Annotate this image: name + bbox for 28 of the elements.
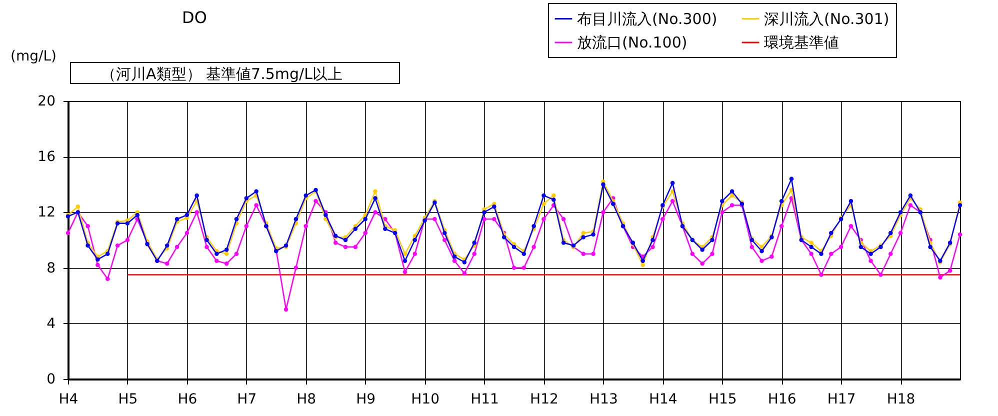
x-tick-label: H15 bbox=[708, 392, 737, 408]
legend-label: 布目川流入(No.300) bbox=[577, 10, 718, 28]
chart-title: DO bbox=[182, 8, 207, 27]
y-tick-label: 4 bbox=[46, 316, 56, 332]
y-tick-label: 12 bbox=[38, 204, 56, 221]
x-tick-label: H16 bbox=[768, 392, 796, 408]
x-tick-label: H10 bbox=[411, 392, 440, 408]
x-tick-label: H11 bbox=[470, 392, 499, 408]
x-tick-label: H17 bbox=[827, 392, 856, 408]
x-tick-label: H6 bbox=[178, 392, 198, 408]
y-tick-label: 0 bbox=[46, 372, 56, 388]
legend-label: 環境基準値 bbox=[764, 34, 839, 52]
y-axis-title: (mg/L) bbox=[10, 48, 56, 64]
x-tick-label: H12 bbox=[530, 392, 558, 408]
x-tick-label: H7 bbox=[237, 392, 257, 408]
x-tick-label: H13 bbox=[590, 392, 618, 408]
legend-label: 深川流入(No.301) bbox=[764, 10, 890, 28]
y-tick-label: 20 bbox=[38, 94, 56, 110]
x-tick-label: H14 bbox=[648, 392, 678, 408]
x-tick-label: H8 bbox=[296, 392, 316, 408]
x-tick-label: H4 bbox=[58, 392, 78, 408]
y-tick-label: 8 bbox=[46, 260, 56, 276]
legend-label: 放流口(No.100) bbox=[577, 34, 688, 52]
x-tick-label: H18 bbox=[886, 392, 916, 408]
x-tick-label: H9 bbox=[356, 392, 376, 408]
x-tick-label: H5 bbox=[118, 392, 138, 408]
text: （河川A類型） 基準値7.5mg/L以上 bbox=[70, 62, 400, 84]
y-tick-label: 16 bbox=[38, 149, 56, 166]
